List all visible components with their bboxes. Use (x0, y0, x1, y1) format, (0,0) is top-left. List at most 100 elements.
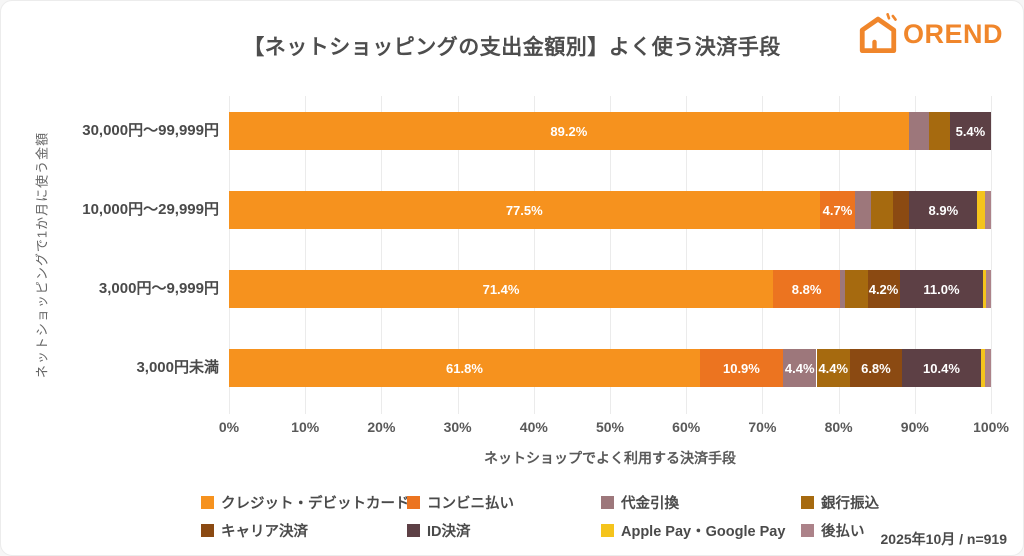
legend-swatch (407, 524, 420, 537)
legend-label: 後払い (821, 524, 865, 540)
bar-row: 89.2% 5.4% (229, 112, 991, 150)
x-tick-70%: 70% (748, 419, 777, 435)
gridline-0% (229, 96, 230, 414)
x-axis-ticks: 0% 10% 20% 30% 40% 50% 60% 70% 80% 90% 100% (219, 419, 1009, 439)
category-label: 10,000円〜29,999円 (82, 201, 219, 218)
legend-label: キャリア決済 (221, 524, 308, 540)
bar-segment (892, 191, 910, 229)
category-label: 3,000円〜9,999円 (98, 280, 219, 297)
segment-value-label: 10.9% (722, 360, 760, 376)
plot-area: 89.2% 5.4% 77.5% 4.7% 8.9% 71.4% 8.8% 4.2% 11.0%… (229, 96, 992, 414)
bar-segment: 61.8% (229, 349, 700, 387)
category-labels: 30,000円〜99,999円 10,000円〜29,999円 3,000円〜9,9… (1, 96, 219, 414)
legend-item: クレジット・デビットカード (201, 492, 410, 513)
segment-value-label: 8.9% (928, 202, 959, 218)
gridline-100% (991, 96, 992, 414)
x-tick-80%: 80% (824, 419, 853, 435)
legend-item: 代金引換 (601, 492, 801, 513)
x-tick-50%: 50% (595, 419, 625, 435)
bar-segment (844, 270, 868, 308)
legend-item: 後払い (801, 520, 1013, 541)
bar-segment: 6.8% (850, 349, 902, 387)
legend-label: クレジット・デビットカード (221, 496, 410, 512)
segment-value-label: 4.7% (822, 202, 853, 218)
survey-note: 2025年10月 / n=919 (880, 531, 1007, 547)
x-tick-40%: 40% (519, 419, 548, 435)
legend-swatch (201, 496, 214, 509)
legend-swatch (801, 496, 814, 509)
bar-segment: 4.4% (816, 349, 851, 387)
brand-logo: OREND (857, 13, 1003, 55)
legend-item: 銀行振込 (801, 492, 1013, 513)
category-label: 30,000円〜99,999円 (82, 122, 219, 139)
bar-segment: 11.0% (899, 270, 984, 308)
bar-segment (984, 191, 991, 229)
x-tick-20%: 20% (367, 419, 396, 435)
segment-value-label: 71.4% (482, 281, 520, 297)
legend-swatch (601, 524, 614, 537)
segment-value-label: 89.2% (550, 123, 588, 139)
gridline-20% (381, 96, 383, 414)
bar-row: 61.8% 10.9% 4.4% 4.4% 6.8% 10.4% (229, 349, 991, 387)
legend-swatch (801, 524, 814, 537)
brand-logo-text: OREND (902, 18, 1003, 49)
bar-segment (986, 270, 991, 308)
x-tick-100%: 100% (973, 419, 1009, 435)
gridline-60% (686, 96, 688, 414)
bar-segment (984, 349, 991, 387)
legend-item: キャリア決済 (201, 520, 407, 541)
bar-segment (840, 270, 845, 308)
orend-house-icon (859, 13, 897, 54)
bar-segment (983, 270, 987, 308)
legend-label: 銀行振込 (821, 496, 879, 512)
segment-value-label: 8.8% (791, 281, 822, 297)
legend-item: Apple Pay・Google Pay (601, 520, 801, 541)
legend-swatch (601, 496, 614, 509)
x-tick-60%: 60% (672, 419, 701, 435)
bar-row: 71.4% 8.8% 4.2% 11.0% (229, 270, 991, 308)
bar-segment (981, 349, 985, 387)
chart-title: 【ネットショッピングの支出金額別】よく使う決済手段 (243, 36, 781, 59)
legend-item: コンビニ払い (407, 492, 601, 513)
bar-segment: 77.5% (229, 191, 820, 229)
bar-row: 77.5% 4.7% 8.9% (229, 191, 991, 229)
legend-swatch (201, 524, 214, 537)
legend: クレジット・デビットカード コンビニ払い 代金引換 銀行振込キャリア決済 ID決済 App… (201, 492, 1013, 541)
bar-segment: 4.7% (819, 191, 856, 229)
bar-segment: 8.9% (909, 191, 978, 229)
x-axis-title: ネットショップでよく利用する決済手段 (484, 450, 736, 466)
segment-value-label: 5.4% (955, 123, 986, 139)
gridline-40% (533, 96, 535, 414)
gridline-80% (838, 96, 840, 414)
segment-value-label: 11.0% (923, 281, 960, 297)
bar-segment: 4.2% (867, 270, 900, 308)
legend-label: コンビニ払い (427, 496, 514, 512)
gridline-30% (457, 96, 459, 414)
x-tick-30%: 30% (443, 419, 472, 435)
segment-value-label: 61.8% (446, 360, 483, 376)
bar-segment (929, 112, 950, 150)
segment-value-label: 4.2% (868, 281, 899, 297)
bar-segment (855, 191, 871, 229)
legend-label: 代金引換 (621, 496, 679, 512)
legend-label: ID決済 (427, 524, 471, 540)
bar-segment: 10.9% (699, 349, 783, 387)
segment-value-label: 6.8% (861, 360, 891, 376)
bar-segment (870, 191, 893, 229)
category-label: 3,000円未満 (136, 359, 219, 376)
bar-segment: 10.4% (901, 349, 982, 387)
bar-segment: 71.4% (229, 270, 774, 308)
x-tick-0%: 0% (218, 419, 240, 435)
segment-value-label: 4.4% (818, 360, 849, 376)
x-tick-10%: 10% (291, 419, 320, 435)
bar-segment: 89.2% (229, 112, 909, 150)
bar-segment: 8.8% (773, 270, 841, 308)
legend-swatch (407, 496, 420, 509)
gridline-70% (762, 96, 764, 414)
bar-segment (908, 112, 930, 150)
gridline-10% (305, 96, 307, 414)
bar-segment: 4.4% (782, 349, 817, 387)
gridline-90% (914, 96, 916, 414)
segment-value-label: 4.4% (784, 360, 815, 376)
